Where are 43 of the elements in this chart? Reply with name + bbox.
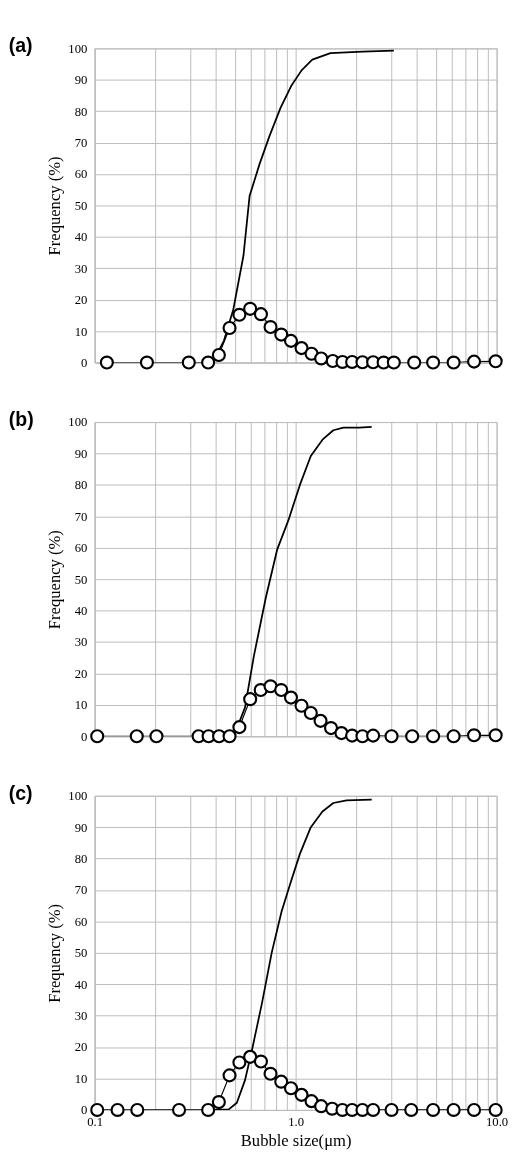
x-axis-title: Bubble size(μm): [240, 1130, 352, 1150]
y-tick-label: 90: [74, 73, 88, 88]
y-tick-label: 100: [68, 789, 88, 804]
y-axis-title: Frequency (%): [45, 903, 65, 1003]
y-tick-label: 70: [74, 883, 88, 898]
x-tick-label: 10.0: [486, 1115, 509, 1130]
x-tick-label: 1.0: [288, 1115, 305, 1130]
y-tick-label: 90: [74, 820, 88, 835]
y-tick-label: 40: [74, 603, 88, 618]
y-tick-label: 60: [74, 167, 88, 182]
y-tick-label: 80: [74, 104, 88, 119]
y-tick-label: 10: [74, 324, 88, 339]
y-axis-title: Frequency (%): [45, 530, 65, 630]
y-tick-label: 50: [74, 572, 88, 587]
y-tick-label: 0: [80, 355, 88, 370]
y-tick-label: 70: [74, 509, 88, 524]
y-tick-label: 10: [74, 698, 88, 713]
y-tick-label: 90: [74, 446, 88, 461]
y-tick-label: 100: [68, 415, 88, 430]
y-tick-label: 50: [74, 198, 88, 213]
x-tick-label: 0.1: [87, 1115, 104, 1130]
y-axis-title: Frequency (%): [45, 156, 65, 256]
chart-title: (b): [8, 407, 34, 430]
y-tick-label: 40: [74, 230, 88, 245]
y-tick-label: 80: [74, 478, 88, 493]
y-tick-label: 80: [74, 851, 88, 866]
y-tick-label: 20: [74, 1040, 88, 1055]
y-tick-label: 20: [74, 293, 88, 308]
y-tick-label: 70: [74, 136, 88, 151]
y-tick-label: 10: [74, 1071, 88, 1086]
y-tick-label: 20: [74, 666, 88, 681]
y-tick-label: 30: [74, 1009, 88, 1024]
y-tick-label: 100: [68, 41, 88, 56]
y-tick-label: 0: [80, 729, 88, 744]
y-tick-label: 30: [74, 261, 88, 276]
chart-title: (a): [8, 34, 33, 57]
y-tick-label: 40: [74, 977, 88, 992]
chart-title: (c): [8, 781, 33, 804]
y-tick-label: 60: [74, 541, 88, 556]
y-tick-label: 30: [74, 635, 88, 650]
y-tick-label: 50: [74, 946, 88, 961]
y-tick-label: 60: [74, 914, 88, 929]
y-tick-label: 0: [80, 1103, 88, 1118]
